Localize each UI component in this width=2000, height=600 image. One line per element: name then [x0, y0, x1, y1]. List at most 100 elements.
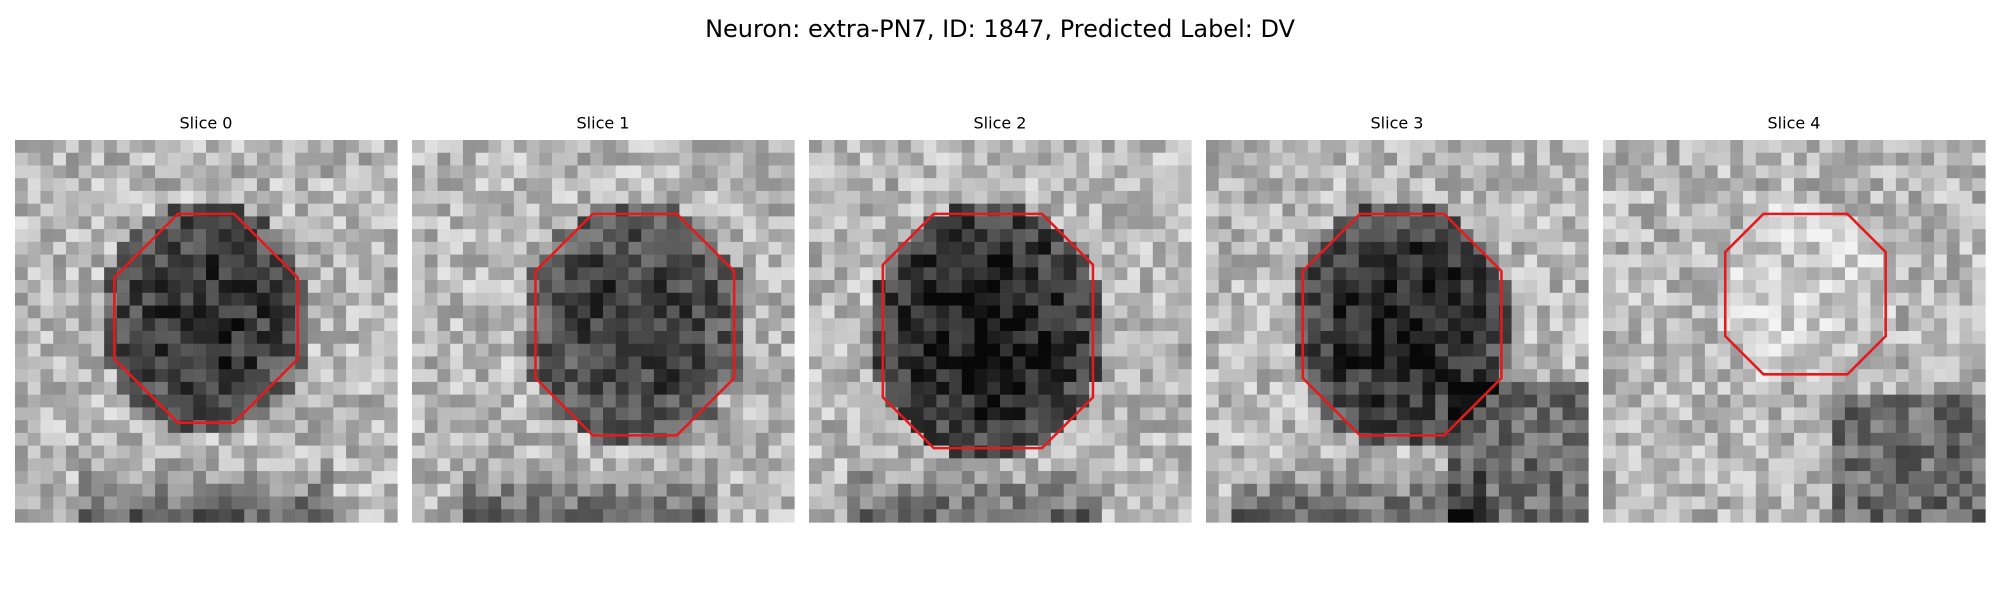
pixel: [1435, 267, 1449, 281]
pixel: [949, 292, 963, 307]
pixel: [1692, 305, 1706, 319]
pixel: [949, 165, 963, 179]
pixel: [295, 190, 309, 205]
pixel: [898, 381, 912, 396]
pixel: [1346, 267, 1360, 281]
pixel: [653, 343, 668, 358]
pixel: [1447, 356, 1462, 370]
pixel: [104, 254, 118, 268]
pixel: [653, 420, 668, 434]
pixel: [1946, 305, 1961, 319]
pixel: [1218, 458, 1233, 472]
pixel: [437, 229, 451, 243]
pixel: [1603, 369, 1617, 383]
pixel: [142, 445, 156, 459]
pixel: [768, 190, 782, 205]
pixel: [1435, 318, 1449, 332]
pixel: [730, 483, 744, 498]
pixel: [1498, 241, 1513, 256]
pixel: [129, 432, 143, 447]
pixel: [346, 445, 360, 459]
pixel: [653, 280, 668, 294]
pixel: [809, 407, 823, 421]
pixel: [167, 369, 182, 383]
pixel: [244, 318, 258, 332]
pixel: [1460, 178, 1475, 192]
pixel: [27, 458, 42, 472]
pixel: [1781, 331, 1795, 345]
pixel: [412, 420, 426, 434]
pixel: [1346, 292, 1360, 307]
pixel: [1628, 483, 1642, 498]
pixel: [180, 471, 194, 485]
pixel: [704, 190, 719, 205]
pixel: [513, 509, 528, 523]
pixel: [1832, 241, 1846, 256]
pixel: [961, 381, 976, 396]
pixel: [1269, 381, 1284, 396]
pixel: [1050, 165, 1065, 179]
pixel: [1844, 471, 1859, 485]
pixel: [1794, 496, 1808, 510]
pixel: [847, 407, 861, 421]
pixel: [180, 152, 194, 167]
pixel: [501, 267, 515, 281]
pixel: [231, 343, 245, 358]
pixel: [1307, 496, 1322, 510]
pixel: [1101, 229, 1116, 243]
pixel: [1615, 471, 1630, 485]
pixel: [513, 165, 528, 179]
pixel: [129, 229, 143, 243]
pixel: [949, 496, 963, 510]
pixel: [1768, 178, 1782, 192]
pixel: [1473, 496, 1487, 510]
pixel: [1959, 496, 1973, 510]
pixel: [91, 407, 105, 421]
pixel: [781, 381, 795, 396]
pixel: [218, 496, 233, 510]
pixel: [307, 483, 322, 498]
pixel: [437, 432, 451, 447]
pixel: [129, 496, 143, 510]
pixel: [809, 165, 823, 179]
pixel: [859, 407, 874, 421]
pixel: [717, 483, 731, 498]
pixel: [424, 356, 439, 370]
pixel: [424, 496, 439, 510]
pixel: [180, 432, 194, 447]
pixel: [910, 190, 925, 205]
pixel: [1641, 241, 1655, 256]
pixel: [1000, 496, 1014, 510]
pixel: [1575, 445, 1589, 459]
pixel: [91, 381, 105, 396]
pixel: [1806, 420, 1821, 434]
pixel: [1152, 292, 1167, 307]
pixel: [501, 445, 515, 459]
pixel: [218, 471, 233, 485]
pixel: [552, 331, 566, 345]
pixel: [1231, 407, 1245, 421]
pixel: [15, 432, 29, 447]
pixel: [809, 331, 823, 345]
pixel: [155, 445, 169, 459]
pixel: [1307, 458, 1322, 472]
pixel: [1152, 496, 1167, 510]
pixel: [244, 178, 258, 192]
pixel: [1089, 458, 1103, 472]
pixel: [730, 496, 744, 510]
pixel: [1615, 178, 1630, 192]
pixel: [1231, 267, 1245, 281]
pixel: [1140, 165, 1154, 179]
pixel: [666, 267, 681, 281]
pixel: [142, 331, 156, 345]
pixel: [1127, 458, 1141, 472]
pixel: [1908, 152, 1922, 167]
pixel: [809, 152, 823, 167]
pixel: [755, 292, 770, 307]
pixel: [1615, 381, 1630, 396]
pixel: [1371, 254, 1385, 268]
pixel: [371, 305, 385, 319]
pixel: [91, 471, 105, 485]
pixel: [898, 267, 912, 281]
pixel: [1692, 381, 1706, 396]
